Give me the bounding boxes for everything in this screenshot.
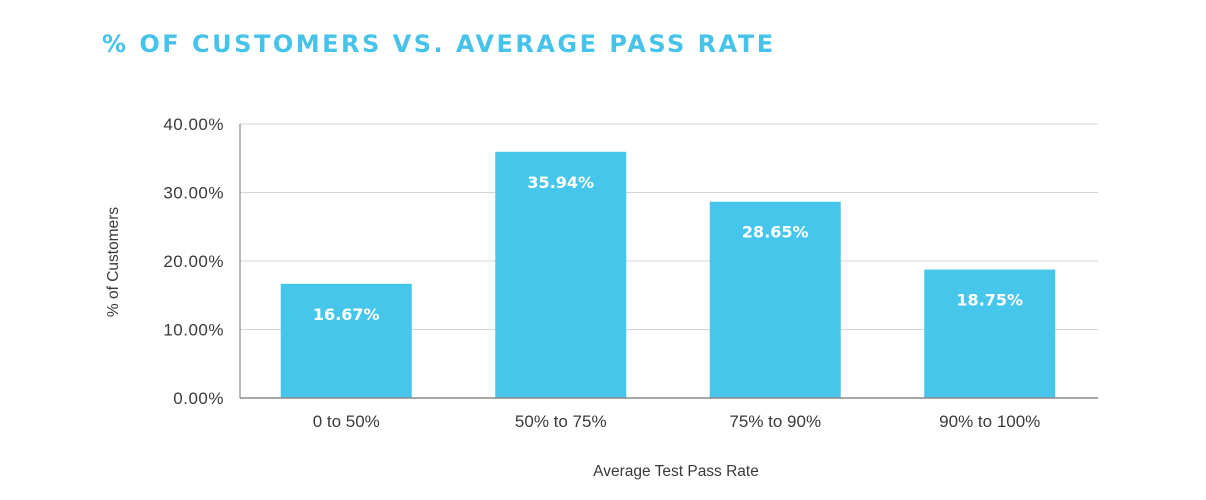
chart-title: % OF CUSTOMERS VS. AVERAGE PASS RATE [102, 30, 776, 58]
bar-1 [280, 283, 412, 398]
x-tick-label: 90% to 100% [939, 412, 1040, 431]
x-tick-label: 75% to 90% [729, 412, 821, 431]
y-tick-label: 20.00% [163, 252, 224, 271]
bar-3 [709, 201, 841, 398]
y-tick-label: 0.00% [173, 389, 224, 408]
y-axis-title: % of Customers [105, 207, 122, 318]
x-axis-title: Average Test Pass Rate [593, 463, 759, 480]
x-axis: 0 to 50% 50% to 75% 75% to 90% 90% to 100% [240, 397, 1098, 431]
y-axis: 0.00% 10.00% 20.00% 30.00% 40.00% [163, 115, 241, 408]
data-label: 28.65% [742, 223, 809, 242]
data-label: 16.67% [313, 305, 380, 324]
data-label: 18.75% [956, 291, 1023, 310]
y-tick-label: 30.00% [163, 184, 224, 203]
y-tick-label: 10.00% [163, 321, 224, 340]
y-tick-label: 40.00% [163, 115, 224, 134]
data-label: 35.94% [527, 173, 594, 192]
bars: 16.67% 35.94% 28.65% 18.75% [280, 151, 1056, 398]
bar-2 [495, 151, 627, 398]
bar-4 [924, 269, 1056, 398]
x-tick-label: 0 to 50% [313, 412, 380, 431]
x-tick-label: 50% to 75% [515, 412, 607, 431]
